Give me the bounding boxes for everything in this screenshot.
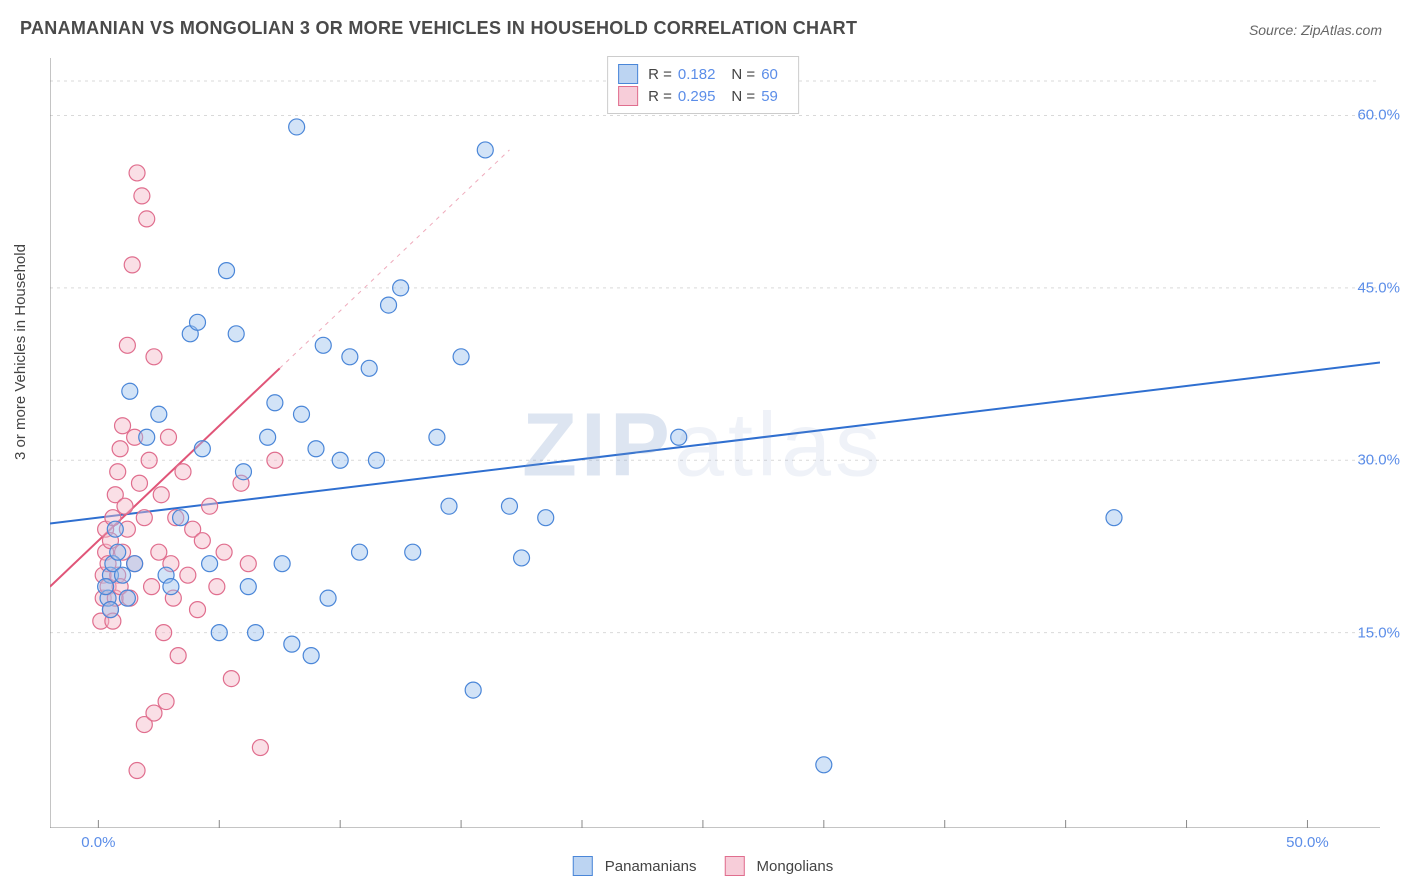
legend-row-1: R = 0.295 N = 59 xyxy=(618,85,788,107)
r-value: 0.182 xyxy=(678,66,716,83)
chart-area xyxy=(50,58,1380,828)
series-legend: Panamanians Mongolians xyxy=(573,856,833,876)
y-axis-label: 3 or more Vehicles in Household xyxy=(12,244,29,460)
n-label: N = xyxy=(731,88,755,105)
x-tick-label: 0.0% xyxy=(81,834,115,851)
y-tick-label: 30.0% xyxy=(1357,452,1400,469)
correlation-legend: R = 0.182 N = 60 R = 0.295 N = 59 xyxy=(607,56,799,114)
y-tick-label: 45.0% xyxy=(1357,279,1400,296)
r-value: 0.295 xyxy=(678,88,716,105)
r-label: R = xyxy=(648,88,672,105)
n-value: 60 xyxy=(761,66,778,83)
y-tick-label: 15.0% xyxy=(1357,624,1400,641)
legend-swatch-icon xyxy=(725,856,745,876)
x-tick-label: 50.0% xyxy=(1286,834,1329,851)
n-label: N = xyxy=(731,66,755,83)
legend-swatch-mongolian xyxy=(618,86,638,106)
chart-title: PANAMANIAN VS MONGOLIAN 3 OR MORE VEHICL… xyxy=(20,18,857,39)
legend-label: Mongolians xyxy=(757,858,834,875)
legend-swatch-icon xyxy=(573,856,593,876)
legend-item-mongolian: Mongolians xyxy=(725,856,834,876)
legend-swatch-panamanian xyxy=(618,64,638,84)
y-tick-label: 60.0% xyxy=(1357,107,1400,124)
r-label: R = xyxy=(648,66,672,83)
legend-item-panamanian: Panamanians xyxy=(573,856,697,876)
scatter-chart xyxy=(50,58,1380,828)
n-value: 59 xyxy=(761,88,778,105)
legend-row-0: R = 0.182 N = 60 xyxy=(618,63,788,85)
chart-source: Source: ZipAtlas.com xyxy=(1249,22,1382,38)
legend-label: Panamanians xyxy=(605,858,697,875)
